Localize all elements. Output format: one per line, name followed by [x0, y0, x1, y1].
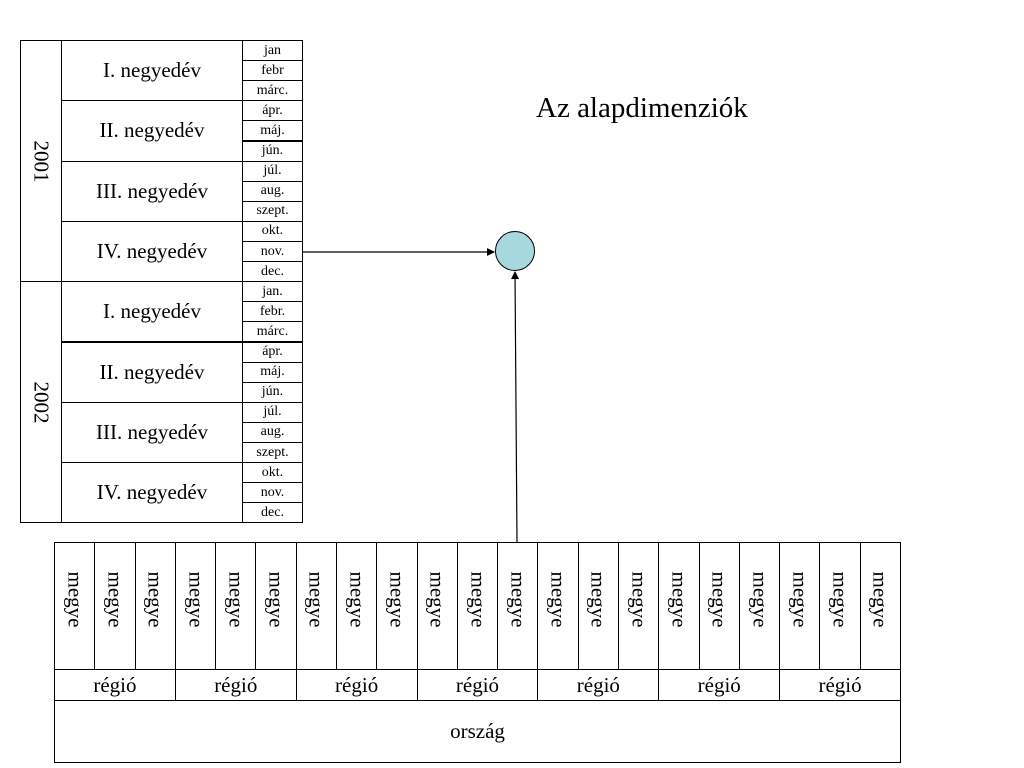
quarter-cell: I. negyedév: [61, 281, 243, 343]
country-cell: ország: [54, 700, 901, 763]
county-cell: megye: [779, 542, 821, 670]
county-cell: megye: [658, 542, 700, 670]
page-title: Az alapdimenziók: [536, 92, 748, 124]
region-cell: régió: [295, 669, 418, 701]
month-cell: szept.: [242, 442, 303, 464]
county-cell: megye: [537, 542, 579, 670]
county-cell: megye: [295, 542, 337, 670]
center-node: [495, 231, 535, 271]
quarter-cell: II. negyedév: [61, 100, 243, 162]
quarter-cell: IV. negyedév: [61, 462, 243, 524]
month-cell: aug.: [242, 180, 303, 202]
county-cell: megye: [456, 542, 499, 670]
county-cell: megye: [738, 542, 781, 670]
county-cell: megye: [416, 542, 458, 670]
month-cell: febr.: [242, 301, 303, 323]
county-cell: megye: [859, 542, 901, 670]
county-cell: megye: [54, 542, 96, 670]
county-cell: megye: [698, 542, 740, 670]
month-cell: ápr.: [242, 100, 303, 122]
month-cell: jan.: [242, 281, 303, 303]
county-cell: megye: [376, 542, 418, 670]
month-cell: jan: [242, 40, 303, 62]
month-cell: dec.: [242, 502, 303, 524]
quarter-cell: III. negyedév: [61, 160, 243, 222]
county-cell: megye: [134, 542, 176, 670]
county-cell: megye: [497, 542, 539, 670]
quarter-cell: IV. negyedév: [61, 220, 243, 283]
quarter-cell: II. negyedév: [61, 341, 243, 403]
year-cell: 2001: [20, 40, 62, 283]
geo-arrow: [511, 271, 520, 544]
county-cell: megye: [618, 542, 660, 670]
county-cell: megye: [336, 542, 378, 670]
